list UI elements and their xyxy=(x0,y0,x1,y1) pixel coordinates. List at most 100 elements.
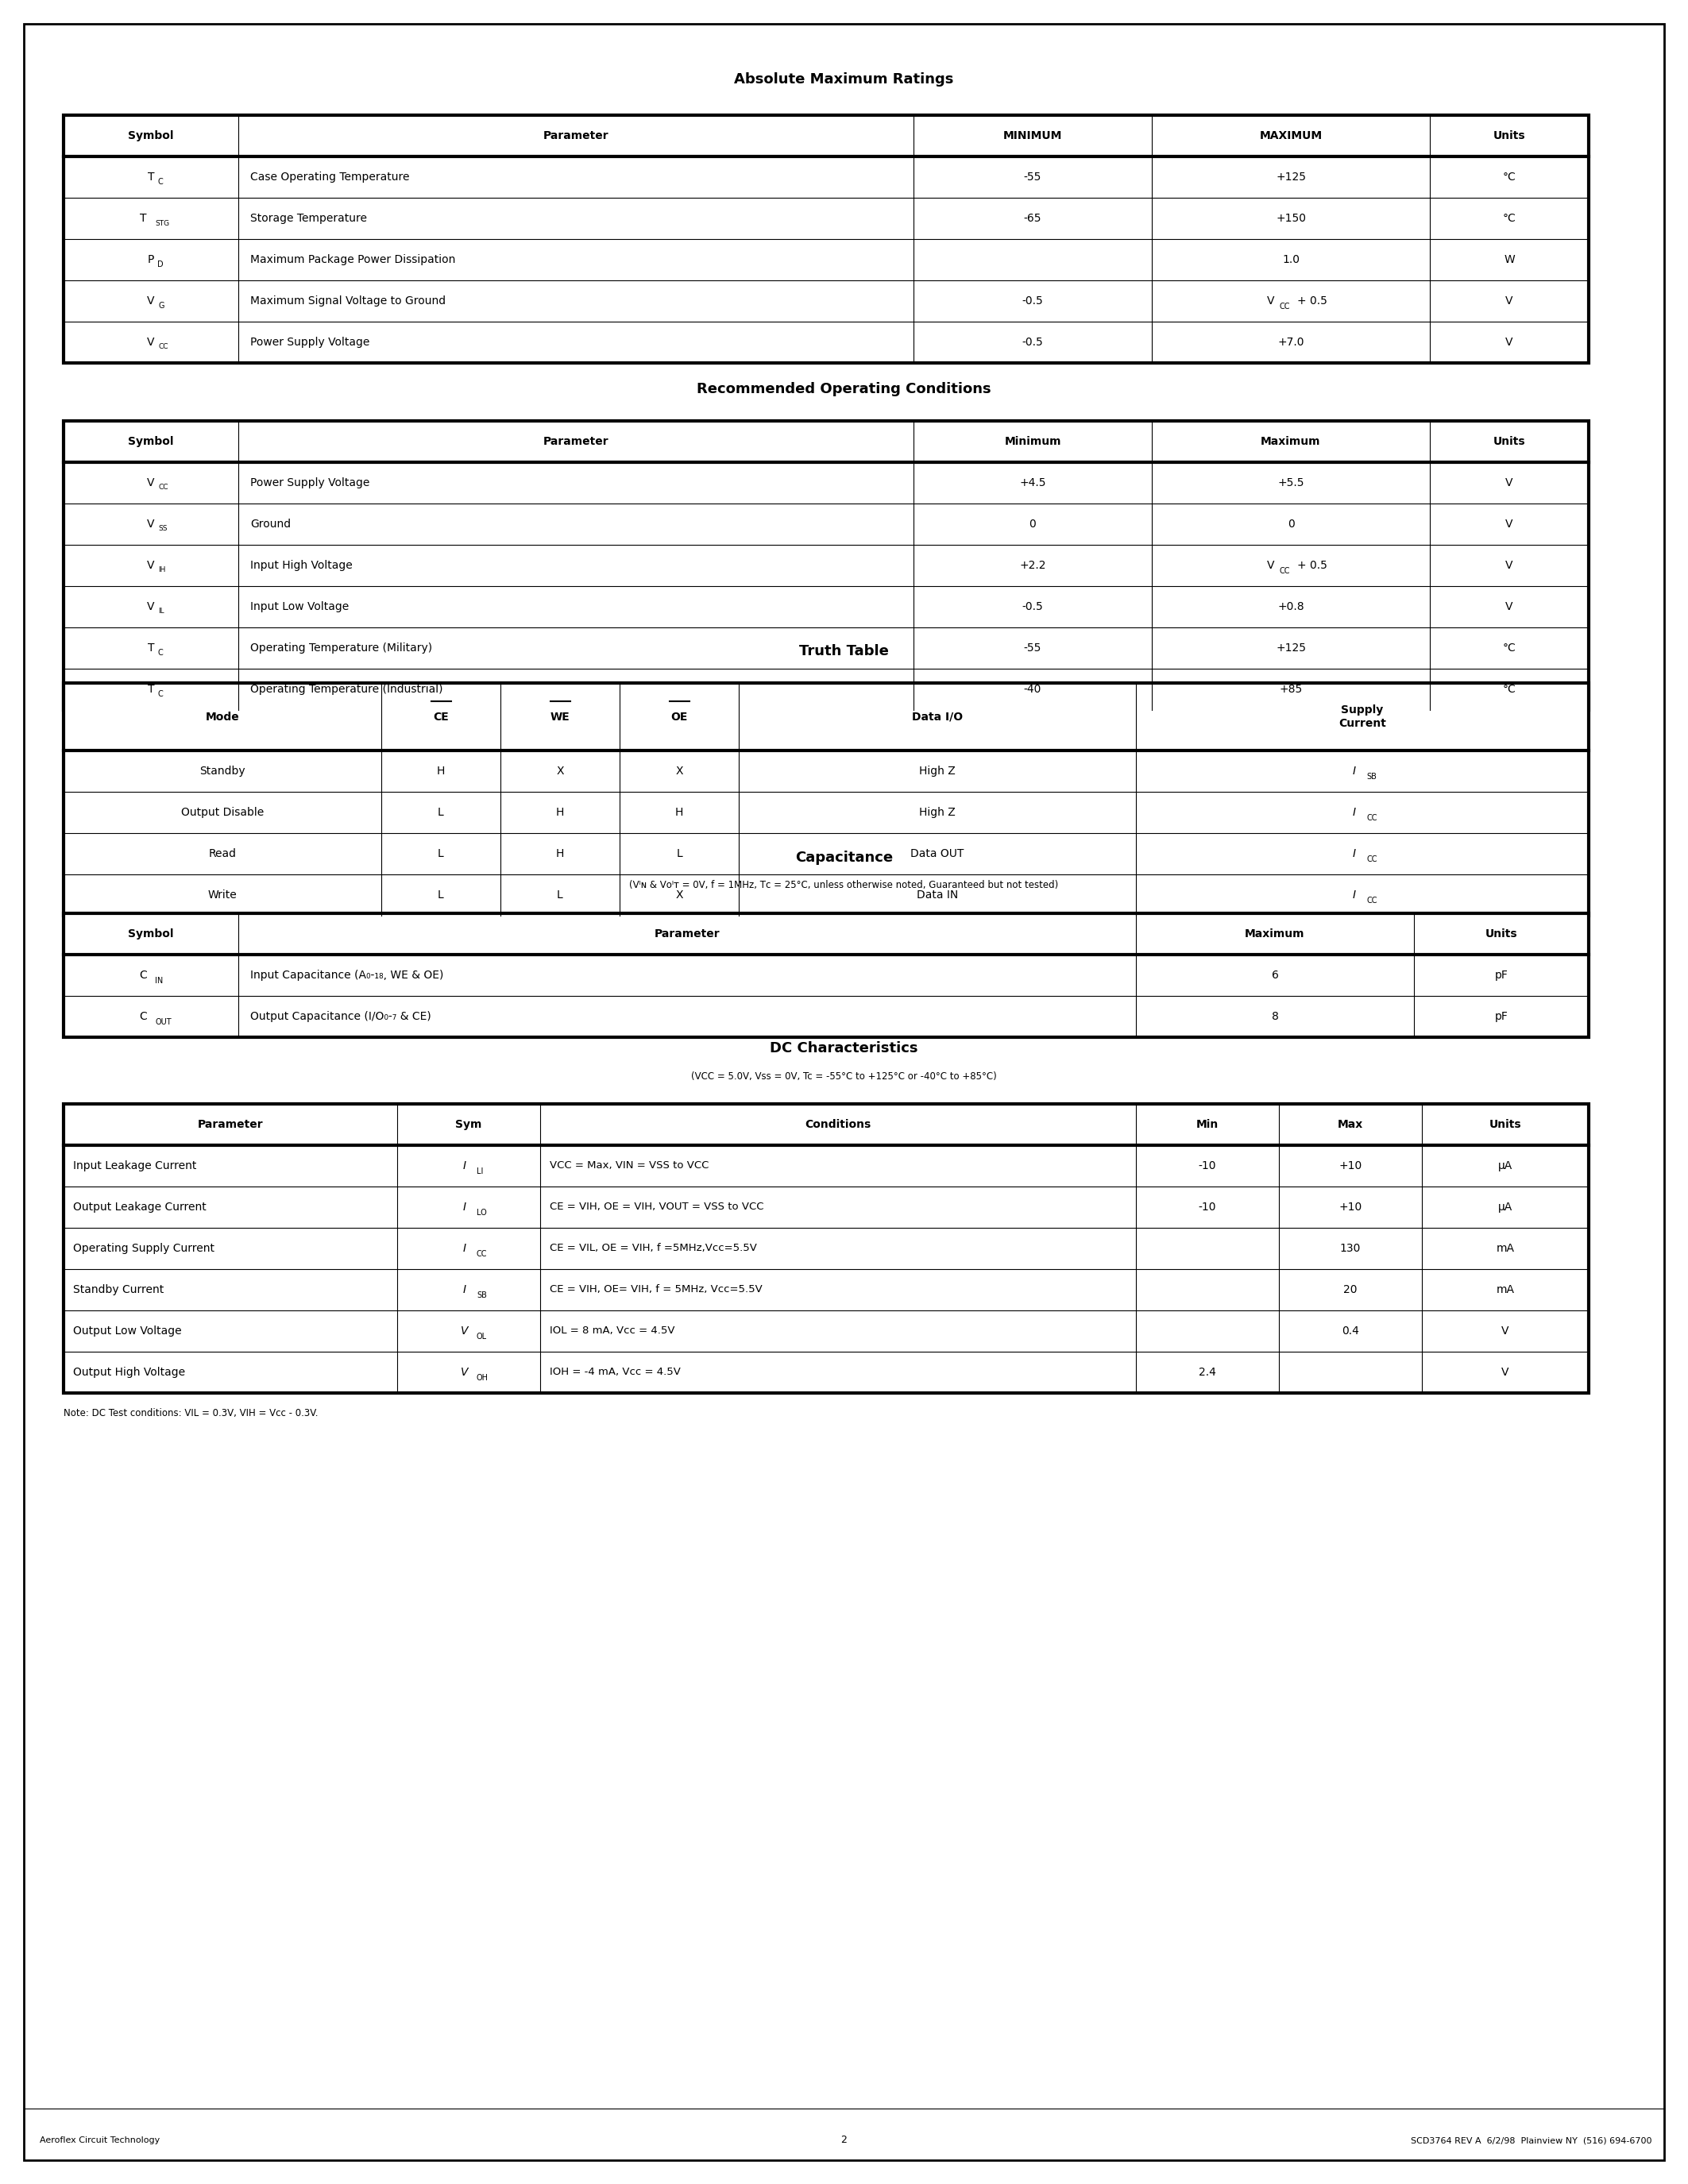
Text: +85: +85 xyxy=(1280,684,1303,695)
Text: 0: 0 xyxy=(1288,518,1295,531)
Text: Symbol: Symbol xyxy=(128,928,174,939)
Text: Operating Temperature (Industrial): Operating Temperature (Industrial) xyxy=(250,684,442,695)
Text: +5.5: +5.5 xyxy=(1278,478,1305,489)
Text: T: T xyxy=(140,212,147,225)
Text: LO: LO xyxy=(476,1208,486,1216)
Text: V: V xyxy=(147,336,155,347)
Text: μA: μA xyxy=(1497,1201,1512,1212)
Text: +125: +125 xyxy=(1276,173,1307,183)
Text: I: I xyxy=(1352,806,1355,819)
Text: V: V xyxy=(1506,518,1512,531)
Text: IOL = 8 mA, Vcc = 4.5V: IOL = 8 mA, Vcc = 4.5V xyxy=(550,1326,675,1337)
Text: V: V xyxy=(1268,295,1274,306)
Text: Symbol: Symbol xyxy=(128,437,174,448)
Text: °C: °C xyxy=(1502,173,1516,183)
Text: IL: IL xyxy=(159,607,164,616)
Bar xyxy=(64,116,1588,363)
Text: STG: STG xyxy=(155,221,169,227)
Text: I: I xyxy=(1352,889,1355,900)
Text: 8: 8 xyxy=(1271,1011,1278,1022)
Text: Parameter: Parameter xyxy=(655,928,719,939)
Text: mA: mA xyxy=(1496,1243,1514,1254)
Text: +4.5: +4.5 xyxy=(1020,478,1047,489)
Text: CC: CC xyxy=(1366,815,1377,821)
Text: 0.4: 0.4 xyxy=(1342,1326,1359,1337)
Text: V: V xyxy=(461,1367,469,1378)
Text: (Vᴵɴ & Vᴏᴵᴛ = 0V, f = 1MHz, Tᴄ = 25°C, unless otherwise noted, Guaranteed but no: (Vᴵɴ & Vᴏᴵᴛ = 0V, f = 1MHz, Tᴄ = 25°C, u… xyxy=(630,880,1058,891)
Text: V: V xyxy=(1502,1326,1509,1337)
Text: CC: CC xyxy=(1280,304,1290,310)
Text: mA: mA xyxy=(1496,1284,1514,1295)
Text: Ground: Ground xyxy=(250,518,290,531)
Text: MINIMUM: MINIMUM xyxy=(1003,131,1062,142)
Text: Parameter: Parameter xyxy=(544,437,609,448)
Text: V: V xyxy=(1506,295,1512,306)
Text: -10: -10 xyxy=(1198,1160,1217,1171)
Text: T: T xyxy=(147,642,154,653)
Text: CC: CC xyxy=(476,1249,488,1258)
Text: °C: °C xyxy=(1502,642,1516,653)
Text: IH: IH xyxy=(159,566,165,574)
Text: Minimum: Minimum xyxy=(1004,437,1062,448)
Text: SB: SB xyxy=(1366,773,1376,780)
Text: X: X xyxy=(675,889,684,900)
Text: Input High Voltage: Input High Voltage xyxy=(250,559,353,570)
Text: I: I xyxy=(1352,767,1355,778)
Text: Case Operating Temperature: Case Operating Temperature xyxy=(250,173,410,183)
Text: -0.5: -0.5 xyxy=(1021,601,1043,612)
Text: °C: °C xyxy=(1502,212,1516,225)
Text: CE = VIH, OE = VIH, VOUT = VSS to VCC: CE = VIH, OE = VIH, VOUT = VSS to VCC xyxy=(550,1201,763,1212)
Text: 6: 6 xyxy=(1271,970,1278,981)
Text: CE = VIH, OE= VIH, f = 5MHz, Vcc=5.5V: CE = VIH, OE= VIH, f = 5MHz, Vcc=5.5V xyxy=(550,1284,763,1295)
Text: Truth Table: Truth Table xyxy=(798,644,890,657)
Text: +7.0: +7.0 xyxy=(1278,336,1305,347)
Text: V: V xyxy=(147,518,155,531)
Text: H: H xyxy=(555,806,564,819)
Text: 2.4: 2.4 xyxy=(1198,1367,1215,1378)
Text: G: G xyxy=(159,301,164,310)
Text: Output Low Voltage: Output Low Voltage xyxy=(73,1326,182,1337)
Text: Note: DC Test conditions: VIL = 0.3V, VIH = Vcc - 0.3V.: Note: DC Test conditions: VIL = 0.3V, VI… xyxy=(64,1409,317,1417)
Text: 1.0: 1.0 xyxy=(1283,253,1300,264)
Text: Conditions: Conditions xyxy=(805,1118,871,1129)
Text: C: C xyxy=(157,177,162,186)
Text: L: L xyxy=(677,847,682,858)
Text: I: I xyxy=(463,1284,466,1295)
Text: L: L xyxy=(437,889,444,900)
Text: V: V xyxy=(147,295,155,306)
Text: CC: CC xyxy=(159,485,169,491)
Text: Standby Current: Standby Current xyxy=(73,1284,164,1295)
Text: I: I xyxy=(463,1201,466,1212)
Text: Sym: Sym xyxy=(456,1118,483,1129)
Text: Units: Units xyxy=(1494,131,1526,142)
Text: L: L xyxy=(437,806,444,819)
Text: Power Supply Voltage: Power Supply Voltage xyxy=(250,478,370,489)
Text: C: C xyxy=(157,690,162,699)
Text: -0.5: -0.5 xyxy=(1021,295,1043,306)
Text: 2: 2 xyxy=(841,2136,847,2145)
Text: High Z: High Z xyxy=(920,767,955,778)
Text: Parameter: Parameter xyxy=(544,131,609,142)
Text: -10: -10 xyxy=(1198,1201,1217,1212)
Text: OH: OH xyxy=(476,1374,488,1382)
Text: Recommended Operating Conditions: Recommended Operating Conditions xyxy=(697,382,991,395)
Text: -55: -55 xyxy=(1023,173,1041,183)
Text: IOH = -4 mA, Vcc = 4.5V: IOH = -4 mA, Vcc = 4.5V xyxy=(550,1367,680,1378)
Text: Supply
Current: Supply Current xyxy=(1339,705,1386,729)
Text: CC: CC xyxy=(1280,568,1290,574)
Text: 130: 130 xyxy=(1340,1243,1361,1254)
Text: Read: Read xyxy=(209,847,236,858)
Text: I: I xyxy=(463,1160,466,1171)
Text: H: H xyxy=(555,847,564,858)
Text: CE = VIL, OE = VIH, f =5MHz,Vcc=5.5V: CE = VIL, OE = VIH, f =5MHz,Vcc=5.5V xyxy=(550,1243,756,1254)
Text: L: L xyxy=(437,847,444,858)
Text: OL: OL xyxy=(476,1332,488,1341)
Text: Write: Write xyxy=(208,889,236,900)
Text: V: V xyxy=(1506,336,1512,347)
Text: Symbol: Symbol xyxy=(128,131,174,142)
Text: SS: SS xyxy=(159,526,167,533)
Text: Operating Temperature (Military): Operating Temperature (Military) xyxy=(250,642,432,653)
Text: V: V xyxy=(147,601,155,612)
Text: OE: OE xyxy=(670,712,687,723)
Text: T: T xyxy=(147,173,154,183)
